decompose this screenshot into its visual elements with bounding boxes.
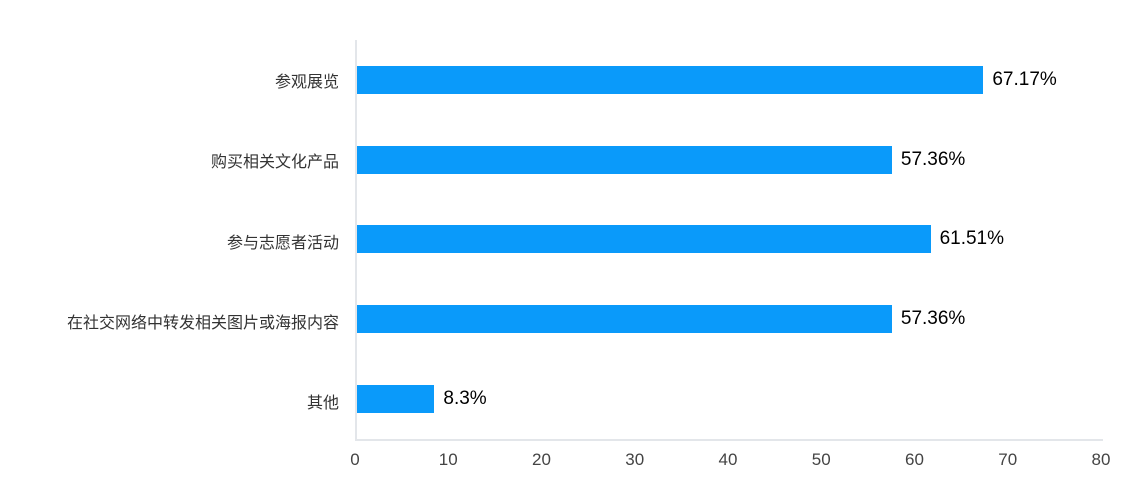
category-label: 在社交网络中转发相关图片或海报内容 (66, 314, 339, 332)
bar-row: 57.36% (357, 120, 1103, 200)
x-tick-label: 40 (718, 450, 738, 469)
x-tick-label: 20 (532, 450, 551, 469)
bar (357, 65, 984, 94)
bar (357, 385, 435, 414)
category-label: 购买相关文化产品 (210, 154, 339, 172)
category-label: 参观展览 (274, 74, 339, 92)
bar-value-label: 57.36% (900, 148, 966, 170)
x-tick-label: 80 (1091, 450, 1111, 469)
bar (357, 305, 892, 334)
x-tick-label: 30 (625, 450, 645, 469)
x-tick-label: 50 (811, 450, 831, 469)
bar (357, 145, 892, 174)
category-label: 其他 (306, 394, 339, 412)
x-tick-label: 10 (438, 450, 458, 469)
bar (357, 225, 931, 254)
x-tick-label: 60 (905, 450, 924, 469)
x-tick-label: 70 (998, 450, 1018, 469)
bar-value-label: 8.3% (443, 388, 487, 410)
x-tick-label: 0 (350, 450, 360, 469)
category-label: 参与志愿者活动 (226, 234, 339, 252)
bar-value-label: 61.51% (939, 228, 1005, 250)
bar-row: 67.17% (357, 40, 1103, 120)
bar-row: 8.3% (357, 359, 1103, 439)
bar-row: 61.51% (357, 200, 1103, 280)
category-labels: 参观展览购买相关文化产品参与志愿者活动在社交网络中转发相关图片或海报内容其他 (0, 40, 339, 441)
bar-value-label: 67.17% (992, 68, 1057, 90)
plot-area: 67.17% 57.36% 61.51% 57.36% 8.3% (355, 40, 1103, 441)
bar-row: 57.36% (357, 279, 1103, 359)
bar-value-label: 57.36% (900, 308, 966, 330)
x-axis-ticks: 0 10 20 30 40 50 60 70 80 (350, 450, 1110, 476)
